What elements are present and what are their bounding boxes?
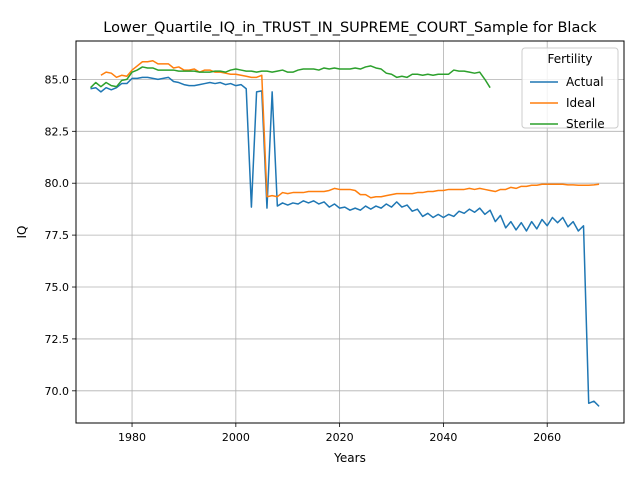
legend-entries: Actual Ideal Sterile bbox=[530, 75, 605, 131]
y-tick-label: 82.5 bbox=[45, 125, 70, 138]
series-line-actual bbox=[90, 76, 600, 407]
x-axis-label: Years bbox=[333, 451, 366, 465]
series-lines bbox=[89, 59, 600, 407]
series-line-sterile bbox=[89, 65, 491, 89]
y-tick-label: 77.5 bbox=[45, 229, 70, 242]
y-tick-label: 75.0 bbox=[45, 281, 70, 294]
axis-ticks: 1980 2000 2020 2040 2060 70.0 72.5 75.0 77.5 80.0… bbox=[45, 73, 562, 444]
legend-label-sterile: Sterile bbox=[566, 117, 605, 131]
grid-lines bbox=[76, 41, 624, 423]
x-tick-label: 2000 bbox=[222, 431, 250, 444]
y-tick-label: 70.0 bbox=[45, 385, 70, 398]
legend-box bbox=[521, 47, 619, 129]
legend-label-ideal: Ideal bbox=[566, 96, 595, 110]
y-tick-label: 80.0 bbox=[45, 177, 70, 190]
series-line-ideal bbox=[100, 59, 600, 199]
x-tick-label: 2020 bbox=[326, 431, 354, 444]
x-tick-label: 1980 bbox=[118, 431, 146, 444]
y-axis-label: IQ bbox=[15, 226, 29, 239]
x-tick-label: 2060 bbox=[533, 431, 561, 444]
y-tick-label: 72.5 bbox=[45, 333, 70, 346]
legend-title: Fertility bbox=[547, 52, 592, 66]
legend: Fertility Actual Ideal Sterile bbox=[521, 47, 619, 131]
x-tick-label: 2040 bbox=[429, 431, 457, 444]
y-tick-label: 85.0 bbox=[45, 73, 70, 86]
legend-label-actual: Actual bbox=[566, 75, 604, 89]
chart-title: Lower_Quartile_IQ_in_TRUST_IN_SUPREME_CO… bbox=[103, 20, 597, 36]
plot-area-frame bbox=[75, 40, 625, 424]
